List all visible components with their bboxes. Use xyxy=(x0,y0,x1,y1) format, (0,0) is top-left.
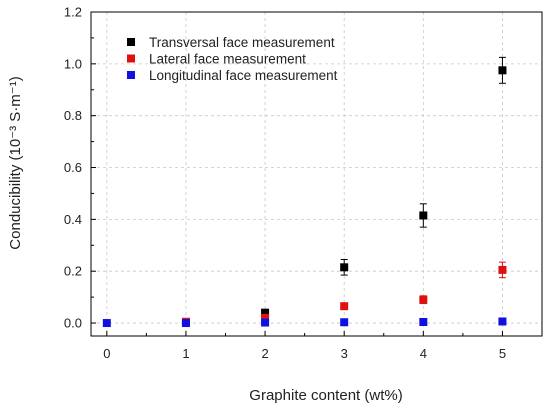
legend: Transversal face measurement Lateral face… xyxy=(127,35,338,83)
legend-label: Transversal face measurement xyxy=(149,35,335,50)
legend-entry: Lateral face measurement xyxy=(127,52,306,67)
data-point xyxy=(261,318,270,327)
data-point xyxy=(340,263,349,272)
data-point xyxy=(181,319,190,328)
data-point xyxy=(498,317,507,326)
data-point xyxy=(498,66,507,75)
x-tick-label: 4 xyxy=(420,346,427,361)
legend-marker xyxy=(127,71,135,79)
y-tick-label: 1.2 xyxy=(64,5,82,20)
legend-marker xyxy=(127,54,135,63)
data-point xyxy=(102,319,111,328)
y-tick-label: 1.0 xyxy=(64,56,82,71)
axes-layer xyxy=(90,11,543,337)
series-1 xyxy=(261,56,507,317)
data-point xyxy=(261,308,270,317)
data-point xyxy=(498,265,507,274)
legend-entry: Longitudinal face measurement xyxy=(127,68,338,83)
marks-layer xyxy=(102,56,507,328)
data-point xyxy=(419,295,428,304)
legend-label: Longitudinal face measurement xyxy=(149,68,338,83)
data-point xyxy=(419,318,428,327)
y-tick-label: 0.6 xyxy=(64,160,82,175)
data-point xyxy=(340,318,349,327)
y-tick-label: 0.2 xyxy=(64,264,82,279)
data-point xyxy=(261,313,270,322)
legend-label: Lateral face measurement xyxy=(149,52,306,67)
ticks-layer: 0.0 0.2 0.4 0.6 0.8 1.0 1.2 0 1 2 3 4 5 xyxy=(64,5,506,362)
data-point xyxy=(419,211,428,220)
x-tick-label: 3 xyxy=(341,346,348,361)
x-tick-label: 5 xyxy=(499,346,506,361)
y-tick-label: 0.4 xyxy=(64,212,82,227)
data-point xyxy=(340,302,349,311)
y-tick-label: 0.0 xyxy=(64,316,82,331)
x-tick-label: 1 xyxy=(182,346,189,361)
legend-marker xyxy=(127,38,135,46)
legend-entry: Transversal face measurement xyxy=(127,35,335,50)
series-3 xyxy=(102,317,507,328)
x-tick-label: 2 xyxy=(261,346,268,361)
x-tick-label: 0 xyxy=(103,346,110,361)
y-axis-label: Conducibility (10⁻³ S·m⁻¹) xyxy=(7,76,24,249)
plot-frame xyxy=(90,11,543,337)
x-axis-label: Graphite content (wt%) xyxy=(249,387,402,404)
y-tick-label: 0.8 xyxy=(64,108,82,123)
